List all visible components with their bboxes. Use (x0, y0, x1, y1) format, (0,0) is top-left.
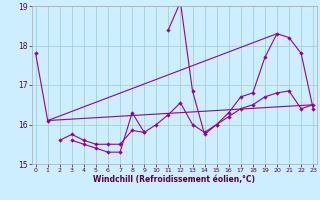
X-axis label: Windchill (Refroidissement éolien,°C): Windchill (Refroidissement éolien,°C) (93, 175, 255, 184)
